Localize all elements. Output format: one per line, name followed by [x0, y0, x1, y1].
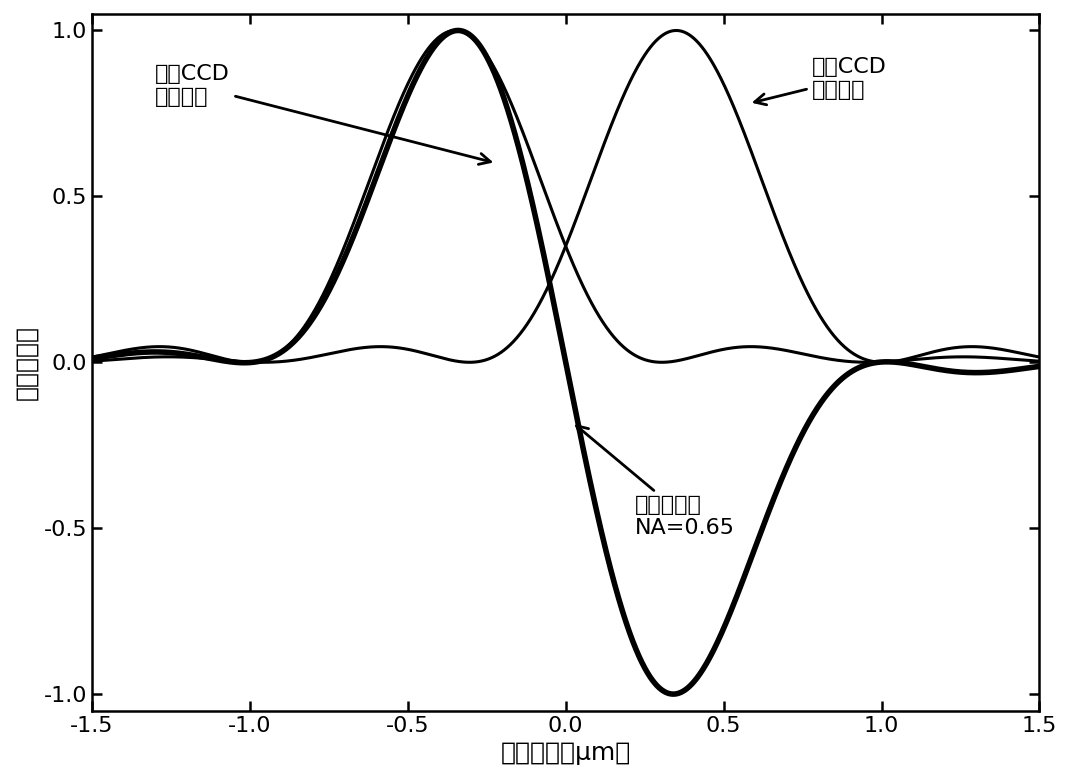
Text: 第二CCD
层析曲线: 第二CCD 层析曲线 [755, 57, 887, 105]
X-axis label: 轴向位移（μm）: 轴向位移（μm） [500, 741, 631, 765]
Text: 差动线性区
NA=0.65: 差动线性区 NA=0.65 [576, 426, 735, 538]
Text: 第一CCD
层析曲线: 第一CCD 层析曲线 [155, 64, 491, 164]
Y-axis label: 归一化强度: 归一化强度 [14, 325, 37, 400]
